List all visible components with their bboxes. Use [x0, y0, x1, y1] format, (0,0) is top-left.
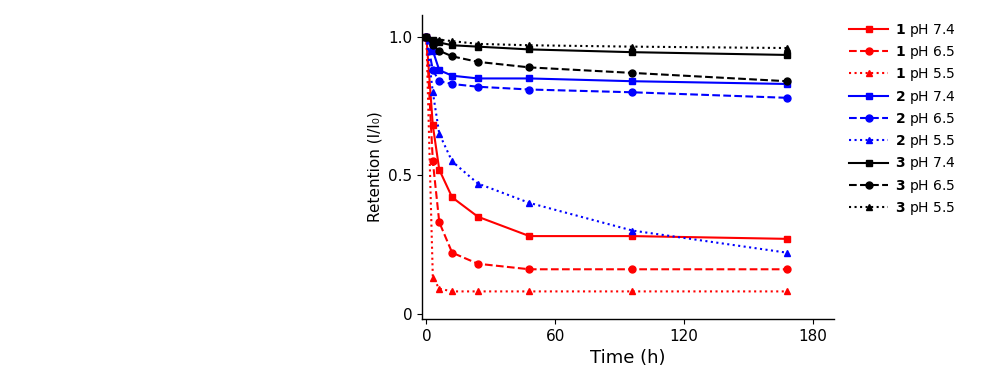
X-axis label: Time (h): Time (h) — [590, 349, 666, 367]
Legend: $\mathbf{1}$ pH 7.4, $\mathbf{1}$ pH 6.5, $\mathbf{1}$ pH 5.5, $\mathbf{2}$ pH 7: $\mathbf{1}$ pH 7.4, $\mathbf{1}$ pH 6.5… — [849, 22, 956, 217]
Y-axis label: Retention (I/I₀): Retention (I/I₀) — [368, 112, 383, 222]
